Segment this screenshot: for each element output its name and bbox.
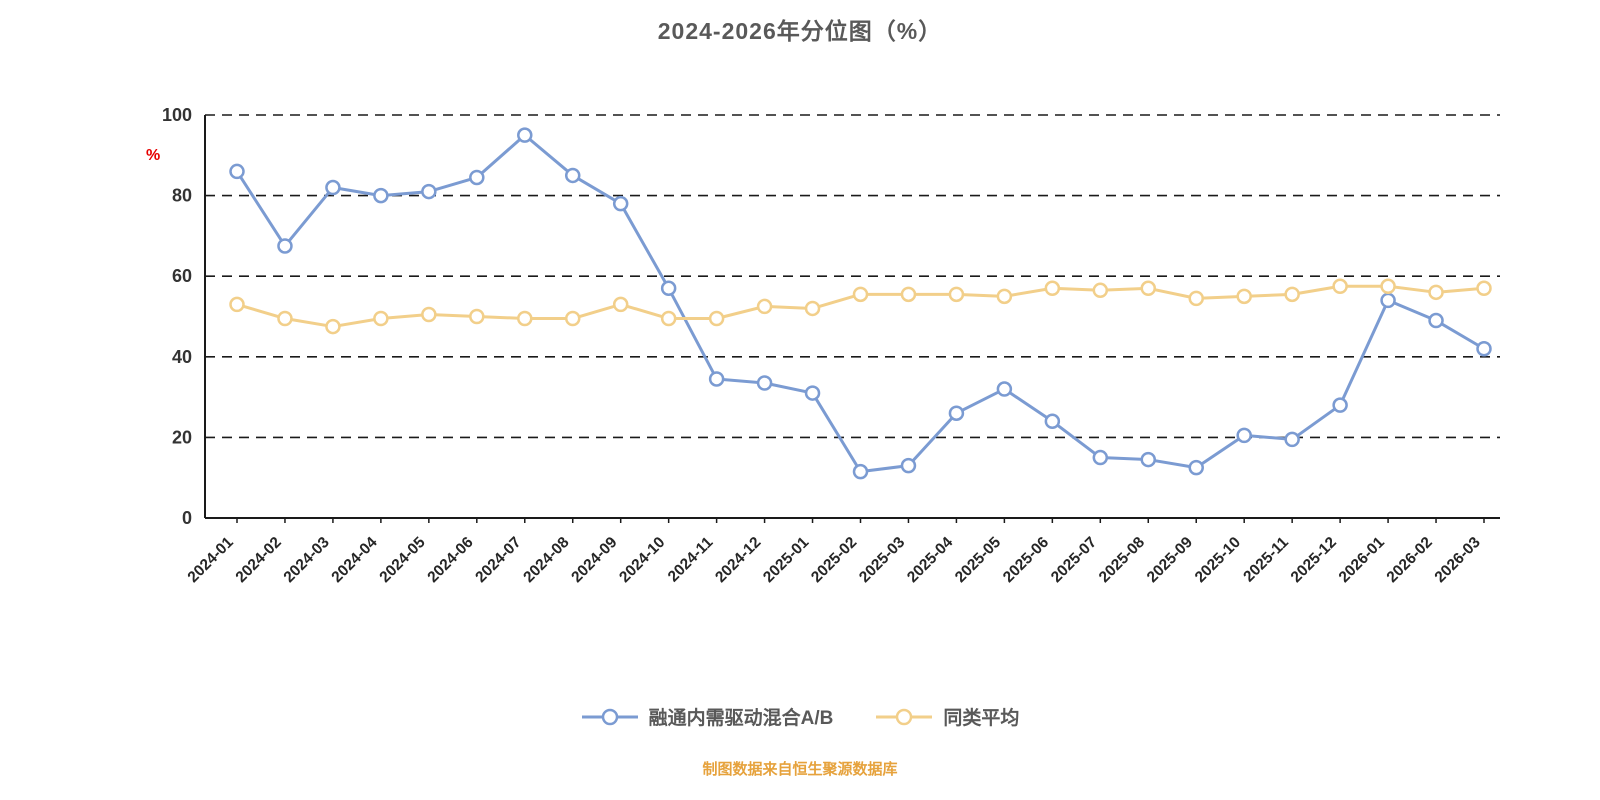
svg-text:2025-04: 2025-04 [904, 534, 957, 587]
svg-text:2025-12: 2025-12 [1288, 534, 1340, 586]
fund-series-line-marker-icon [581, 708, 638, 725]
svg-text:2025-11: 2025-11 [1240, 534, 1292, 586]
svg-text:2025-02: 2025-02 [808, 534, 860, 586]
svg-text:2026-02: 2026-02 [1384, 534, 1436, 586]
svg-text:2025-03: 2025-03 [856, 534, 909, 587]
svg-text:2024-04: 2024-04 [328, 534, 381, 587]
legend-label-peer-average: 同类平均 [943, 708, 1020, 729]
peer-average-line-marker-icon [876, 708, 933, 725]
svg-text:2025-01: 2025-01 [760, 534, 813, 587]
svg-text:2026-01: 2026-01 [1336, 534, 1389, 587]
line-chart-plot-area: 0 20 40 60 80 100 2024-012024-022024-032024-04… [162, 105, 1500, 587]
svg-text:2025-07: 2025-07 [1048, 534, 1100, 586]
svg-text:2024-08: 2024-08 [520, 534, 573, 587]
svg-text:2025-08: 2025-08 [1096, 534, 1149, 587]
svg-text:2025-06: 2025-06 [1000, 534, 1053, 587]
svg-text:80: 80 [172, 186, 192, 206]
svg-text:2024-10: 2024-10 [616, 534, 668, 586]
legend: 融通内需驱动混合A/B 同类平均 [0, 703, 1600, 730]
svg-text:2024-02: 2024-02 [233, 534, 285, 586]
svg-text:20: 20 [172, 427, 192, 447]
svg-text:2025-09: 2025-09 [1144, 534, 1197, 587]
svg-text:2024-06: 2024-06 [424, 534, 477, 587]
legend-label-fund: 融通内需驱动混合A/B [648, 708, 834, 729]
svg-text:2025-05: 2025-05 [952, 534, 1005, 587]
svg-text:2024-11: 2024-11 [665, 534, 717, 586]
svg-text:2024-07: 2024-07 [472, 534, 524, 586]
svg-text:0: 0 [182, 508, 192, 528]
y-axis-unit-label: % [146, 147, 161, 164]
svg-text:2025-10: 2025-10 [1192, 534, 1244, 586]
svg-text:2024-09: 2024-09 [568, 534, 621, 587]
svg-text:2026-03: 2026-03 [1432, 534, 1485, 587]
svg-text:40: 40 [172, 347, 192, 367]
chart-title: 2024-2026年分位图（%） [657, 18, 943, 44]
legend-item-peer-average[interactable]: 同类平均 [875, 703, 1019, 730]
svg-text:2024-01: 2024-01 [185, 534, 238, 587]
svg-text:2024-12: 2024-12 [712, 534, 764, 586]
svg-text:60: 60 [172, 266, 192, 286]
svg-text:2024-03: 2024-03 [281, 534, 334, 587]
data-source-caption: 制图数据来自恒生聚源数据库 [702, 761, 898, 778]
svg-text:2024-05: 2024-05 [376, 534, 429, 587]
svg-text:100: 100 [162, 105, 192, 125]
legend-item-fund[interactable]: 融通内需驱动混合A/B [581, 703, 834, 730]
